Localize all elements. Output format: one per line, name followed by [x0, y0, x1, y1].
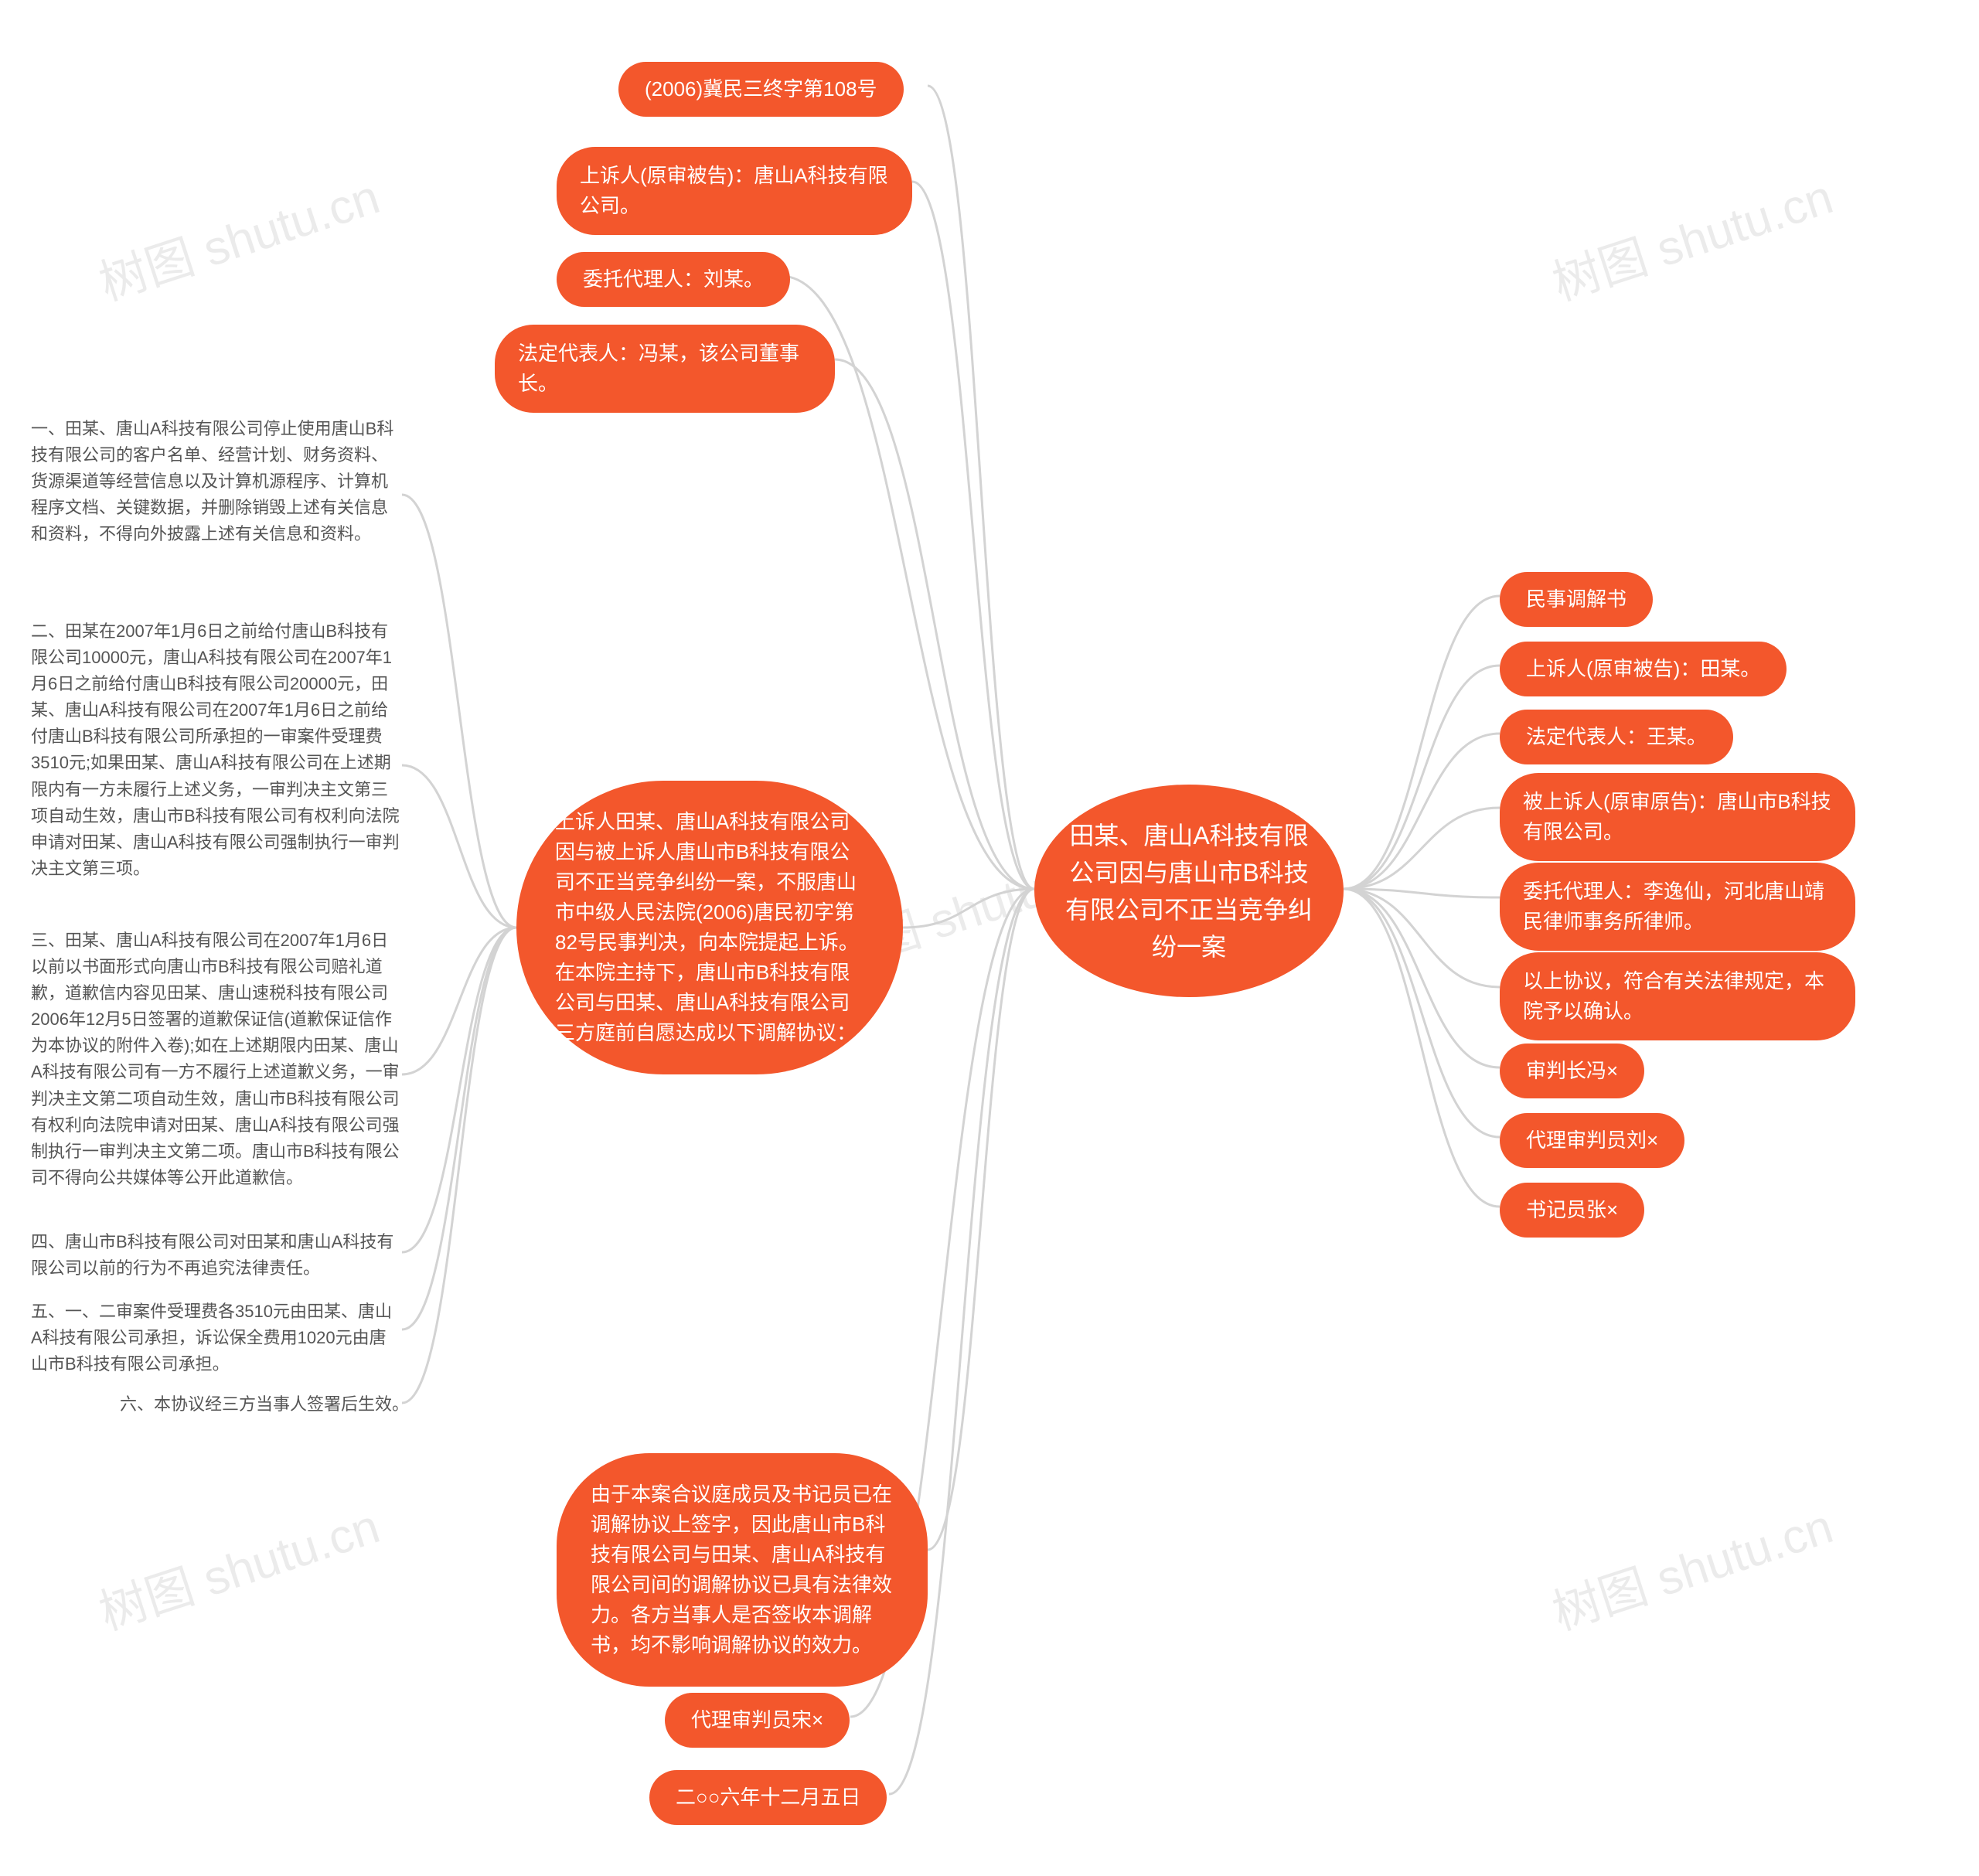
- node-appellant-a: 上诉人(原审被告)：唐山A科技有限公司。: [557, 147, 912, 235]
- node-judge-song: 代理审判员宋×: [665, 1693, 850, 1748]
- node-date: 二○○六年十二月五日: [649, 1770, 887, 1825]
- watermark: 树图 shutu.cn: [1542, 158, 1840, 314]
- node-judge-liu: 代理审判员刘×: [1500, 1113, 1684, 1168]
- center-node: 田某、唐山A科技有限公司因与唐山市B科技有限公司不正当竞争纠纷一案: [1034, 785, 1344, 997]
- watermark: 树图 shutu.cn: [1542, 1487, 1840, 1643]
- node-legal-effect: 由于本案合议庭成员及书记员已在调解协议上签字，因此唐山市B科技有限公司与田某、唐…: [557, 1453, 928, 1687]
- node-appellant-tian: 上诉人(原审被告)：田某。: [1500, 642, 1787, 696]
- leaf-item-2: 二、田某在2007年1月6日之前给付唐山B科技有限公司10000元，唐山A科技有…: [31, 618, 402, 882]
- leaf-item-6: 六、本协议经三方当事人签署后生效。: [120, 1391, 414, 1418]
- node-agent-liu: 委托代理人：刘某。: [557, 252, 790, 307]
- node-mediation-body: 上诉人田某、唐山A科技有限公司因与被上诉人唐山市B科技有限公司不正当竞争纠纷一案…: [516, 781, 903, 1074]
- node-civil-mediation: 民事调解书: [1500, 572, 1653, 627]
- node-clerk-zhang: 书记员张×: [1500, 1183, 1644, 1238]
- node-case-number: (2006)冀民三终字第108号: [618, 62, 904, 117]
- node-appellee: 被上诉人(原审原告)：唐山市B科技有限公司。: [1500, 773, 1855, 861]
- node-legal-rep-feng: 法定代表人：冯某，该公司董事长。: [495, 325, 835, 413]
- watermark: 树图 shutu.cn: [89, 1487, 387, 1643]
- node-agent-li: 委托代理人：李逸仙，河北唐山靖民律师事务所律师。: [1500, 863, 1855, 951]
- leaf-item-3: 三、田某、唐山A科技有限公司在2007年1月6日以前以书面形式向唐山市B科技有限…: [31, 928, 402, 1191]
- leaf-item-1: 一、田某、唐山A科技有限公司停止使用唐山B科技有限公司的客户名单、经营计划、财务…: [31, 416, 402, 547]
- node-judge-feng: 审判长冯×: [1500, 1044, 1644, 1098]
- leaf-item-5: 五、一、二审案件受理费各3510元由田某、唐山A科技有限公司承担，诉讼保全费用1…: [31, 1299, 402, 1377]
- leaf-item-4: 四、唐山市B科技有限公司对田某和唐山A科技有限公司以前的行为不再追究法律责任。: [31, 1229, 402, 1282]
- node-agreement-confirm: 以上协议，符合有关法律规定，本院予以确认。: [1500, 952, 1855, 1040]
- node-legal-rep-wang: 法定代表人：王某。: [1500, 710, 1733, 764]
- watermark: 树图 shutu.cn: [89, 158, 387, 314]
